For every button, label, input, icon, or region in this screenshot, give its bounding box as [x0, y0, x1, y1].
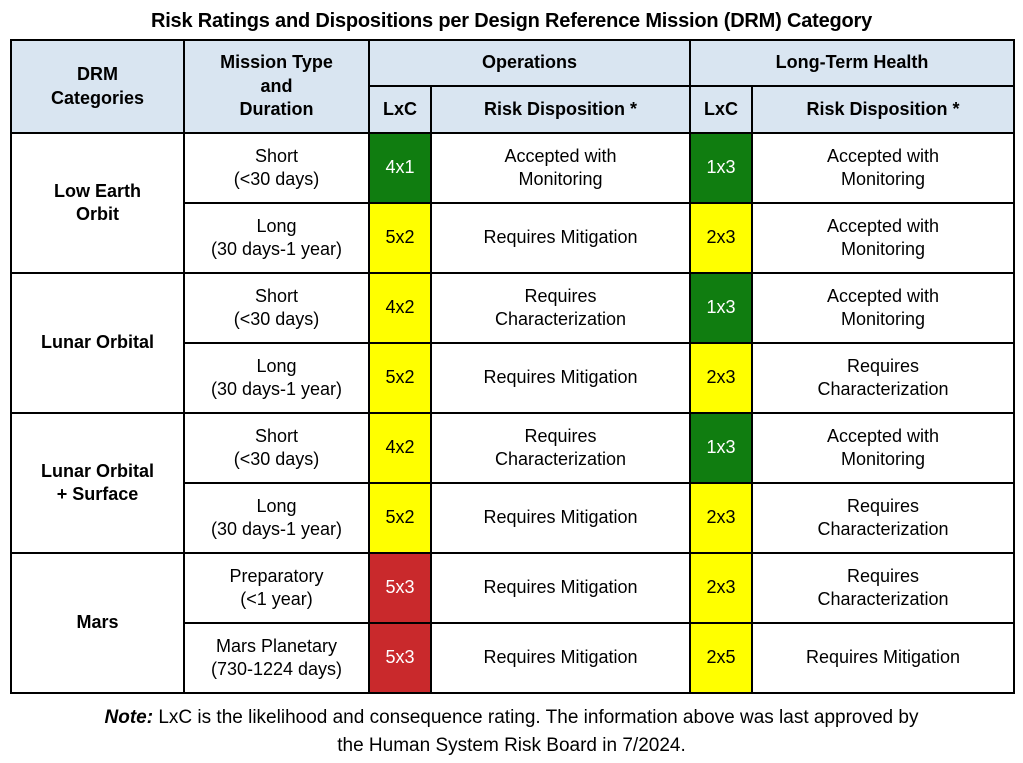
table-title: Risk Ratings and Dispositions per Design…	[150, 10, 873, 32]
mission-cell: Long (30 days-1 year)	[183, 342, 370, 414]
header-operations: Operations	[368, 39, 691, 87]
lth-lxc-cell: 2x3	[689, 552, 753, 624]
lth-lxc-cell: 2x3	[689, 202, 753, 274]
table-row: Lunar Orbital Short (<30 days) 4x2 Requi…	[10, 272, 1016, 414]
ops-disposition-cell: Requires Mitigation	[430, 202, 691, 274]
ops-lxc-cell: 4x1	[368, 132, 432, 204]
mission-cell: Short (<30 days)	[183, 272, 370, 344]
header-ops-risk-disposition: Risk Disposition *	[430, 85, 691, 134]
category-cell: Mars	[10, 552, 185, 694]
category-cell: Lunar Orbital + Surface	[10, 412, 185, 554]
header-ops-lxc: LxC	[368, 85, 432, 134]
lth-lxc-cell: 2x5	[689, 622, 753, 694]
ops-disposition-cell: Requires Characterization	[430, 412, 691, 484]
mission-cell: Long (30 days-1 year)	[183, 202, 370, 274]
lth-disposition-cell: Accepted with Monitoring	[750, 202, 1016, 274]
mission-cell: Short (<30 days)	[183, 132, 370, 204]
ops-lxc-cell: 5x2	[368, 342, 432, 414]
header-long-term-health: Long-Term Health	[688, 39, 1016, 87]
table-row: Mars Planetary (730-1224 days) 5x3 Requi…	[11, 622, 1016, 694]
ops-disposition-cell: Requires Mitigation	[430, 482, 691, 554]
category-cell: Low Earth Orbit	[10, 132, 185, 274]
ops-lxc-cell: 4x2	[368, 412, 432, 484]
header-lth-lxc: LxC	[689, 85, 753, 134]
ops-disposition-cell: Requires Mitigation	[430, 622, 691, 694]
lth-lxc-cell: 1x3	[689, 272, 753, 344]
mission-cell: Short (<30 days)	[183, 412, 370, 484]
ops-lxc-cell: 5x3	[368, 622, 432, 694]
ops-lxc-cell: 5x3	[368, 552, 432, 624]
lth-disposition-cell: Accepted with Monitoring	[750, 132, 1016, 204]
lth-lxc-cell: 2x3	[689, 482, 753, 554]
ops-lxc-cell: 5x2	[368, 202, 432, 274]
table-row: Low Earth Orbit Short (<30 days) 4x1 Acc…	[10, 132, 1016, 274]
header-row-subcolumns: LxC Risk Disposition * LxC Risk Disposit…	[11, 85, 1016, 134]
lth-disposition-cell: Requires Mitigation	[750, 622, 1016, 694]
footnote-label: Note:	[104, 707, 154, 728]
risk-ratings-table: DRM Categories Mission Type and Duration…	[10, 39, 1016, 694]
lth-lxc-cell: 2x3	[689, 342, 753, 414]
table-row: Long (30 days-1 year) 5x2 Requires Mitig…	[11, 482, 1016, 554]
footnote: Note: LxC is the likelihood and conseque…	[0, 704, 1023, 759]
lth-disposition-cell: Requires Characterization	[750, 342, 1016, 414]
lth-disposition-cell: Accepted with Monitoring	[750, 272, 1016, 344]
ops-disposition-cell: Requires Characterization	[430, 272, 691, 344]
table-row: Mars Preparatory (<1 year) 5x3 Requires …	[10, 552, 1016, 694]
ops-lxc-cell: 4x2	[368, 272, 432, 344]
ops-lxc-cell: 5x2	[368, 482, 432, 554]
table-body: Low Earth Orbit Short (<30 days) 4x1 Acc…	[10, 132, 1016, 694]
ops-disposition-cell: Requires Mitigation	[430, 552, 691, 624]
lth-disposition-cell: Requires Characterization	[750, 482, 1016, 554]
table-header: DRM Categories Mission Type and Duration…	[10, 39, 1016, 134]
header-lth-risk-disposition: Risk Disposition *	[750, 85, 1016, 134]
ops-disposition-cell: Accepted with Monitoring	[430, 132, 691, 204]
header-drm-categories: DRM Categories	[10, 39, 185, 134]
header-row-groups: DRM Categories Mission Type and Duration…	[10, 39, 1016, 134]
table-row: Long (30 days-1 year) 5x2 Requires Mitig…	[11, 342, 1016, 414]
mission-cell: Preparatory (<1 year)	[183, 552, 370, 624]
lth-disposition-cell: Requires Characterization	[750, 552, 1016, 624]
footnote-text: LxC is the likelihood and consequence ra…	[158, 707, 919, 756]
table-row: Lunar Orbital + Surface Short (<30 days)…	[10, 412, 1016, 554]
mission-cell: Mars Planetary (730-1224 days)	[183, 622, 370, 694]
category-cell: Lunar Orbital	[10, 272, 185, 414]
mission-cell: Long (30 days-1 year)	[183, 482, 370, 554]
table-row: Long (30 days-1 year) 5x2 Requires Mitig…	[11, 202, 1016, 274]
lth-lxc-cell: 1x3	[689, 412, 753, 484]
header-mission-type: Mission Type and Duration	[183, 39, 370, 134]
lth-disposition-cell: Accepted with Monitoring	[750, 412, 1016, 484]
lth-lxc-cell: 1x3	[689, 132, 753, 204]
ops-disposition-cell: Requires Mitigation	[430, 342, 691, 414]
